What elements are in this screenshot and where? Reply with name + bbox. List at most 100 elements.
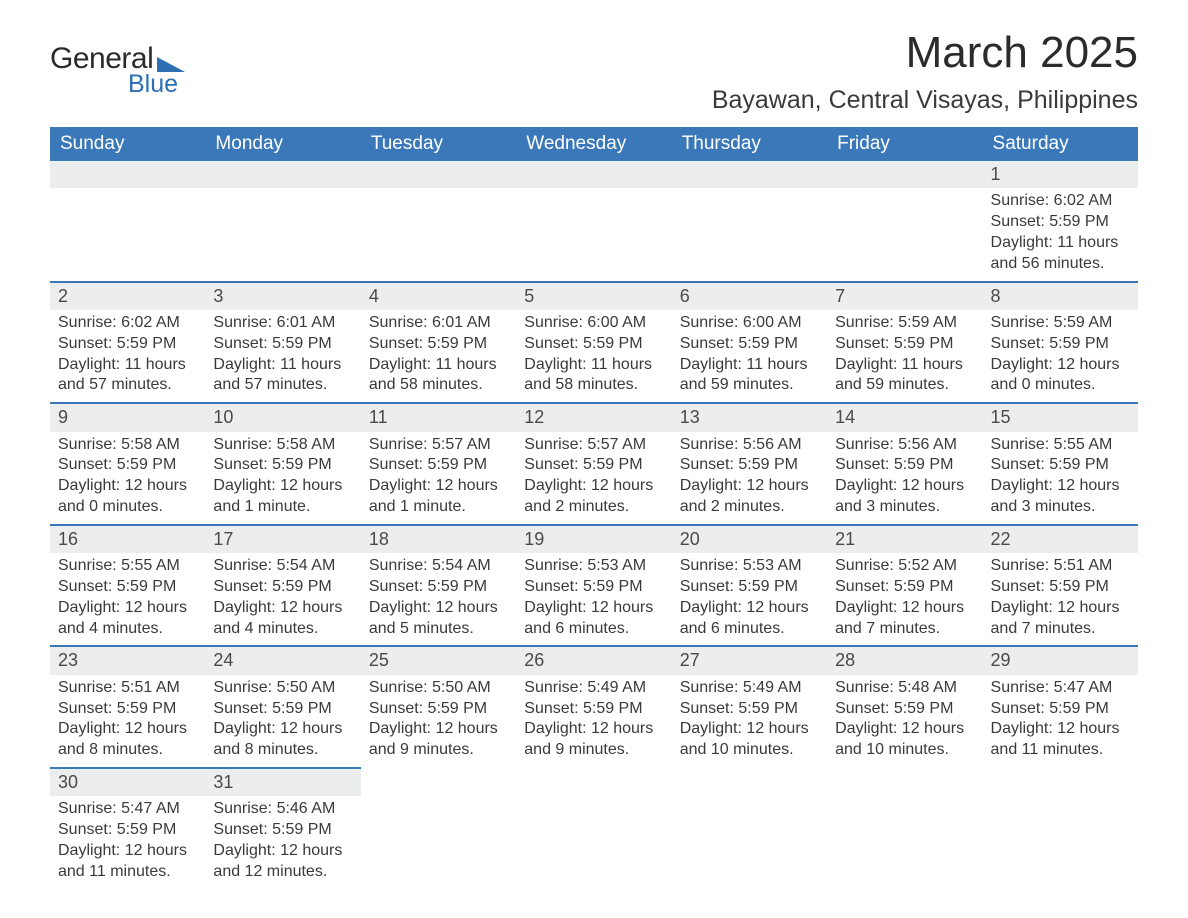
day-number-cell: 1 (983, 161, 1138, 188)
day-data-cell: Sunrise: 5:56 AMSunset: 5:59 PMDaylight:… (827, 432, 982, 525)
day-number: 6 (680, 286, 690, 306)
day-data-cell: Sunrise: 5:49 AMSunset: 5:59 PMDaylight:… (516, 675, 671, 768)
week-number-row: 23242526272829 (50, 646, 1138, 674)
day-number: 9 (58, 407, 68, 427)
day-data-cell: Sunrise: 5:58 AMSunset: 5:59 PMDaylight:… (50, 432, 205, 525)
sunset-text: Sunset: 5:59 PM (524, 699, 663, 720)
day2-text: and 3 minutes. (835, 497, 974, 518)
day-number: 27 (680, 650, 700, 670)
day1-text: Daylight: 12 hours (680, 719, 819, 740)
day-number: 3 (213, 286, 223, 306)
day-number-cell (516, 161, 671, 188)
sunrise-text: Sunrise: 6:00 AM (524, 313, 663, 334)
sunset-text: Sunset: 5:59 PM (58, 699, 197, 720)
day-number-cell: 6 (672, 282, 827, 310)
week-data-row: Sunrise: 5:58 AMSunset: 5:59 PMDaylight:… (50, 432, 1138, 525)
day-data-cell: Sunrise: 6:02 AMSunset: 5:59 PMDaylight:… (983, 188, 1138, 281)
brand-triangle-icon (157, 52, 185, 72)
sunrise-text: Sunrise: 5:50 AM (369, 678, 508, 699)
day1-text: Daylight: 12 hours (835, 476, 974, 497)
sunrise-text: Sunrise: 5:57 AM (524, 435, 663, 456)
day-number-cell (983, 768, 1138, 796)
sunrise-text: Sunrise: 6:01 AM (369, 313, 508, 334)
sunrise-text: Sunrise: 5:56 AM (680, 435, 819, 456)
day-data-cell: Sunrise: 6:02 AMSunset: 5:59 PMDaylight:… (50, 310, 205, 403)
day1-text: Daylight: 12 hours (369, 476, 508, 497)
day-number-cell: 17 (205, 525, 360, 553)
day-header: Friday (827, 127, 982, 161)
week-number-row: 30 31 (50, 768, 1138, 796)
sunset-text: Sunset: 5:59 PM (680, 334, 819, 355)
sunrise-text: Sunrise: 5:58 AM (58, 435, 197, 456)
day-number: 11 (369, 407, 388, 427)
day1-text: Daylight: 12 hours (524, 719, 663, 740)
week-number-row: 9101112131415 (50, 403, 1138, 431)
day1-text: Daylight: 11 hours (680, 355, 819, 376)
day1-text: Daylight: 12 hours (58, 841, 197, 862)
sunset-text: Sunset: 5:59 PM (991, 577, 1130, 598)
day-data-cell: Sunrise: 6:00 AMSunset: 5:59 PMDaylight:… (672, 310, 827, 403)
sunset-text: Sunset: 5:59 PM (991, 334, 1130, 355)
day-data-cell: Sunrise: 5:57 AMSunset: 5:59 PMDaylight:… (361, 432, 516, 525)
day-number-cell: 20 (672, 525, 827, 553)
sunrise-text: Sunrise: 5:58 AM (213, 435, 352, 456)
day-number-cell: 23 (50, 646, 205, 674)
day1-text: Daylight: 12 hours (213, 719, 352, 740)
day-number-cell (672, 768, 827, 796)
day-data-cell (361, 188, 516, 281)
day-data-cell: Sunrise: 6:01 AMSunset: 5:59 PMDaylight:… (361, 310, 516, 403)
day-data-cell: Sunrise: 5:50 AMSunset: 5:59 PMDaylight:… (361, 675, 516, 768)
sunrise-text: Sunrise: 5:48 AM (835, 678, 974, 699)
day1-text: Daylight: 12 hours (835, 598, 974, 619)
sunset-text: Sunset: 5:59 PM (58, 577, 197, 598)
day-data-cell: Sunrise: 6:00 AMSunset: 5:59 PMDaylight:… (516, 310, 671, 403)
day1-text: Daylight: 12 hours (58, 598, 197, 619)
day-number-cell: 3 (205, 282, 360, 310)
day-data-cell: Sunrise: 5:49 AMSunset: 5:59 PMDaylight:… (672, 675, 827, 768)
sunrise-text: Sunrise: 5:49 AM (524, 678, 663, 699)
day-number: 31 (213, 772, 233, 792)
day-number: 30 (58, 772, 78, 792)
day-data-cell (983, 796, 1138, 888)
day-number-cell: 15 (983, 403, 1138, 431)
day2-text: and 0 minutes. (58, 497, 197, 518)
day-number-cell: 14 (827, 403, 982, 431)
day-number: 26 (524, 650, 544, 670)
day1-text: Daylight: 12 hours (369, 598, 508, 619)
sunrise-text: Sunrise: 5:51 AM (991, 556, 1130, 577)
sunset-text: Sunset: 5:59 PM (835, 577, 974, 598)
sunrise-text: Sunrise: 6:02 AM (58, 313, 197, 334)
day-number: 4 (369, 286, 379, 306)
sunset-text: Sunset: 5:59 PM (58, 334, 197, 355)
week-number-row: 16171819202122 (50, 525, 1138, 553)
day-number-cell: 22 (983, 525, 1138, 553)
day-header: Tuesday (361, 127, 516, 161)
sunrise-text: Sunrise: 5:47 AM (58, 799, 197, 820)
day-number: 25 (369, 650, 389, 670)
day1-text: Daylight: 12 hours (213, 598, 352, 619)
sunset-text: Sunset: 5:59 PM (369, 699, 508, 720)
day2-text: and 4 minutes. (213, 619, 352, 640)
day-number-cell: 29 (983, 646, 1138, 674)
sunset-text: Sunset: 5:59 PM (213, 334, 352, 355)
day2-text: and 9 minutes. (524, 740, 663, 761)
day1-text: Daylight: 12 hours (991, 476, 1130, 497)
day-number: 14 (835, 407, 855, 427)
day2-text: and 12 minutes. (213, 862, 352, 883)
sunrise-text: Sunrise: 5:54 AM (369, 556, 508, 577)
sunrise-text: Sunrise: 5:52 AM (835, 556, 974, 577)
day1-text: Daylight: 12 hours (58, 476, 197, 497)
day-number: 15 (991, 407, 1011, 427)
day2-text: and 0 minutes. (991, 375, 1130, 396)
day-number: 10 (213, 407, 233, 427)
week-data-row: Sunrise: 6:02 AMSunset: 5:59 PMDaylight:… (50, 188, 1138, 281)
day2-text: and 11 minutes. (991, 740, 1130, 761)
day-number-cell: 31 (205, 768, 360, 796)
day1-text: Daylight: 12 hours (991, 598, 1130, 619)
day2-text: and 2 minutes. (680, 497, 819, 518)
page-header: General Blue March 2025 Bayawan, Central… (50, 28, 1138, 119)
day2-text: and 58 minutes. (524, 375, 663, 396)
sunset-text: Sunset: 5:59 PM (680, 577, 819, 598)
sunset-text: Sunset: 5:59 PM (835, 699, 974, 720)
day-data-cell (361, 796, 516, 888)
